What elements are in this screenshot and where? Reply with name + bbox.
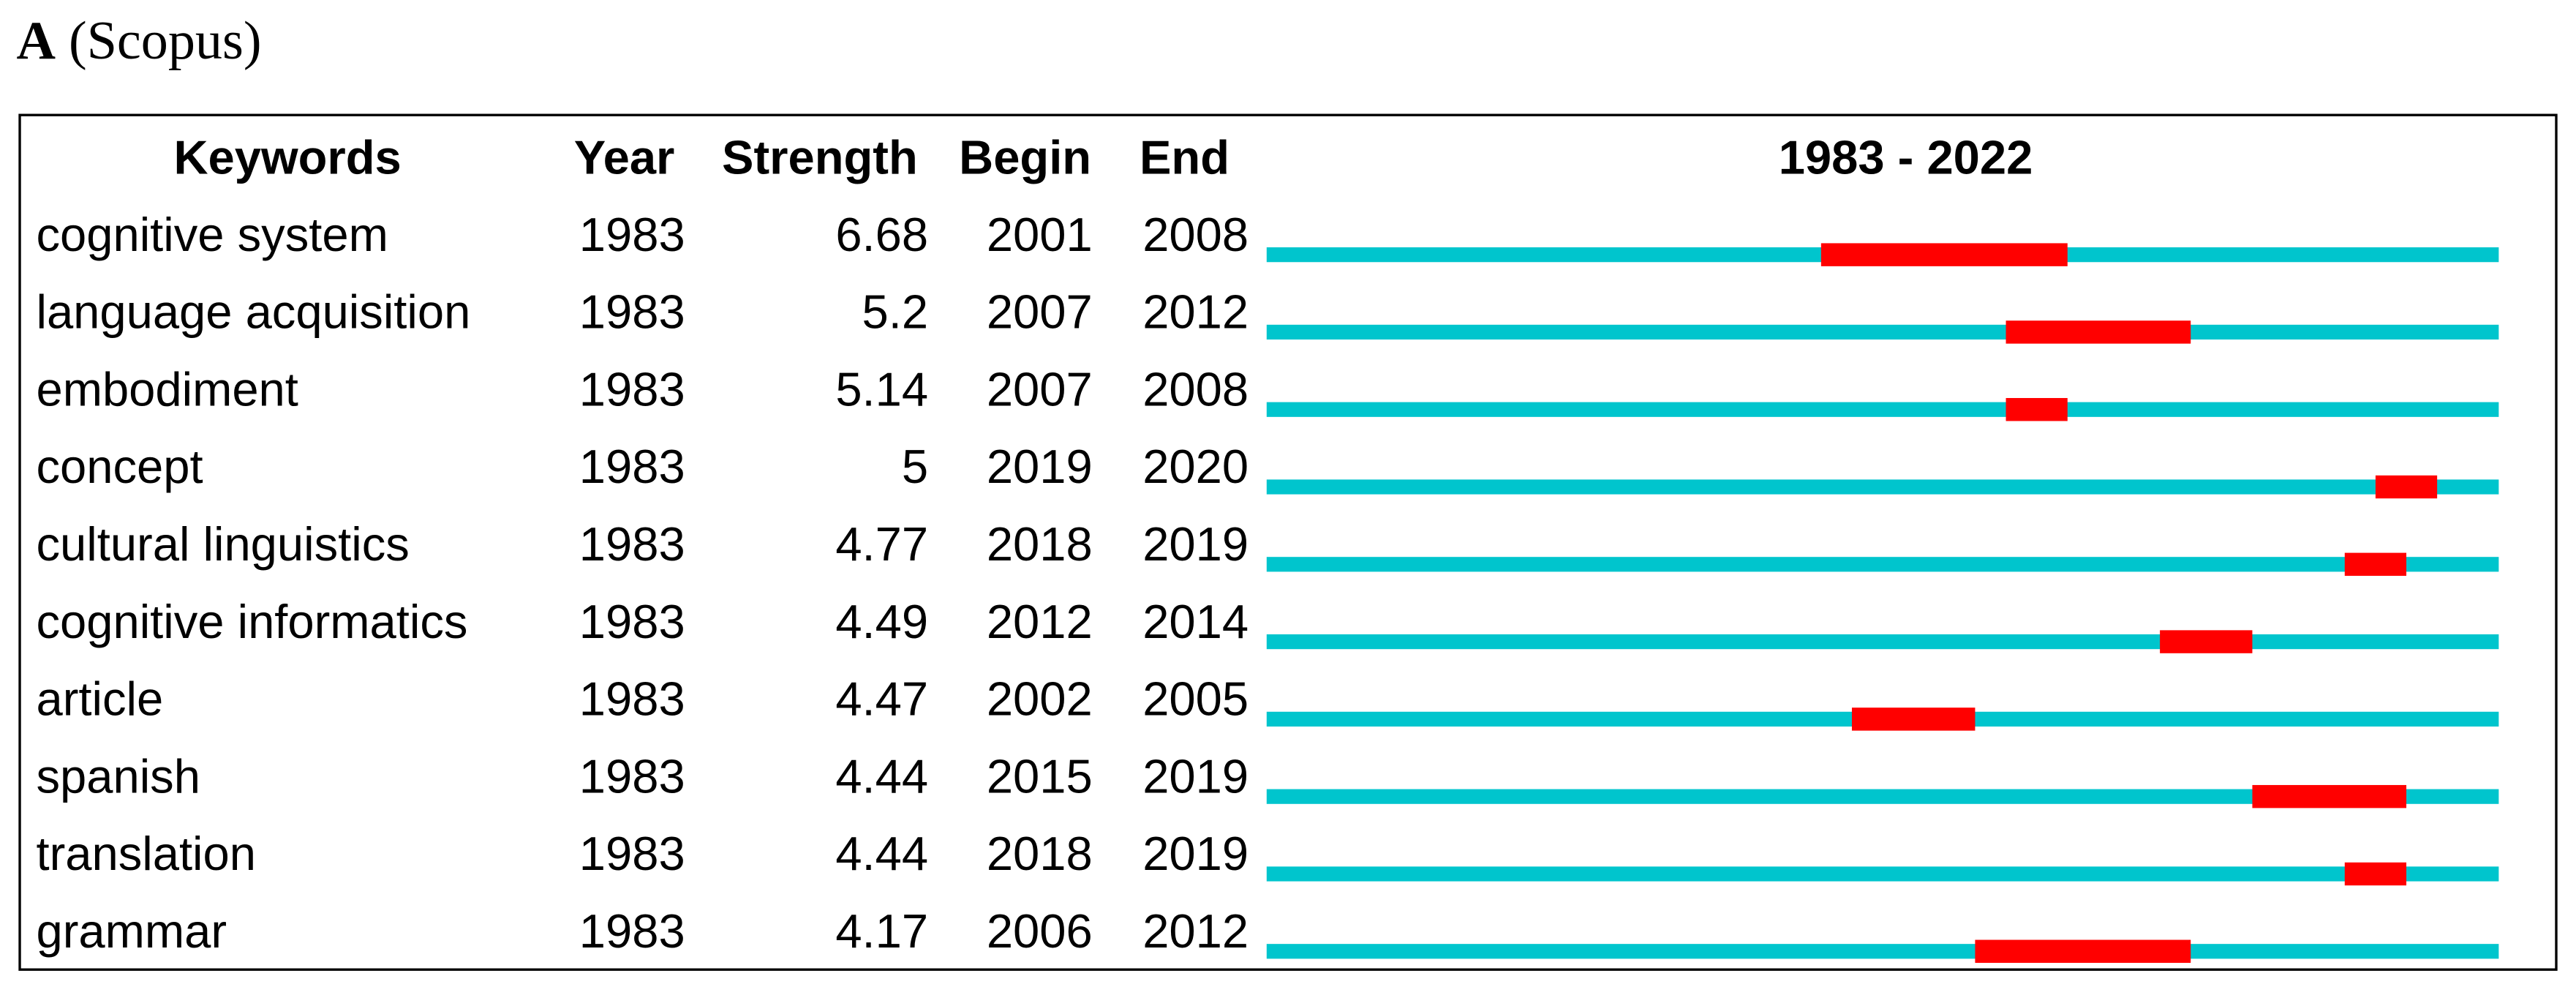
- burst-bar: [2006, 398, 2068, 421]
- column-header: End: [1140, 130, 1229, 184]
- keyword: cognitive system: [36, 208, 388, 261]
- year: 1983: [579, 440, 685, 493]
- strength: 4.44: [835, 827, 928, 880]
- burst-bar: [2160, 630, 2253, 653]
- begin: 2001: [987, 208, 1093, 261]
- table: Keywords Year Strength Begin End 1983 - 2022 c…: [36, 130, 2499, 963]
- source: (Scopus): [69, 11, 261, 71]
- figure-caption: A (Scopus): [17, 11, 262, 71]
- end: 2019: [1142, 517, 1249, 571]
- timeline: [1266, 324, 2499, 340]
- end: 2008: [1142, 208, 1249, 261]
- end: 2014: [1142, 595, 1249, 648]
- strength: 6.68: [835, 208, 928, 261]
- year: 1983: [579, 749, 685, 803]
- end: 2019: [1142, 827, 1249, 880]
- strength: 5: [902, 440, 928, 493]
- timeline: [1266, 634, 2499, 650]
- year: 1983: [579, 595, 685, 648]
- burst-bar: [2375, 475, 2438, 499]
- keyword: embodiment: [36, 362, 298, 416]
- keyword: language acquisition: [36, 285, 470, 339]
- begin: 2007: [987, 362, 1093, 416]
- end: 2012: [1142, 904, 1249, 958]
- timeline: [1266, 944, 2499, 959]
- strength: 5.2: [862, 285, 929, 339]
- table-border: [18, 113, 2558, 971]
- year: 1983: [579, 827, 685, 880]
- strength: 4.44: [835, 749, 928, 803]
- end: 2012: [1142, 285, 1249, 339]
- end: 2005: [1142, 672, 1249, 726]
- begin: 2006: [987, 904, 1093, 958]
- timeline: [1266, 479, 2499, 495]
- column-header: 1983 - 2022: [1779, 130, 2033, 184]
- begin: 2007: [987, 285, 1093, 339]
- column-header: Strength: [722, 130, 918, 184]
- burst-bar: [2252, 784, 2407, 808]
- strength: 4.47: [835, 672, 928, 726]
- timeline: [1266, 557, 2499, 572]
- end: 2020: [1142, 440, 1249, 493]
- keyword: spanish: [36, 749, 200, 803]
- strength: 4.17: [835, 904, 928, 958]
- keyword: cultural linguistics: [36, 517, 409, 571]
- keyword: cognitive informatics: [36, 595, 467, 648]
- year: 1983: [579, 208, 685, 261]
- burst-bar: [1975, 939, 2191, 963]
- year: 1983: [579, 672, 685, 726]
- begin: 2002: [987, 672, 1093, 726]
- timeline: [1266, 866, 2499, 882]
- begin: 2015: [987, 749, 1093, 803]
- year: 1983: [579, 517, 685, 571]
- year: 1983: [579, 904, 685, 958]
- year: 1983: [579, 362, 685, 416]
- keyword: translation: [36, 827, 255, 880]
- keyword: concept: [36, 440, 203, 493]
- timeline: [1266, 789, 2499, 804]
- burst-bar: [2344, 552, 2407, 577]
- keyword: grammar: [36, 904, 227, 958]
- begin: 2012: [987, 595, 1093, 648]
- begin: 2018: [987, 827, 1093, 880]
- begin: 2018: [987, 517, 1093, 571]
- end: 2008: [1142, 362, 1249, 416]
- end: 2019: [1142, 749, 1249, 803]
- column-header: Keywords: [173, 130, 401, 184]
- burst-bar: [2006, 320, 2191, 344]
- year: 1983: [579, 285, 685, 339]
- begin: 2019: [987, 440, 1093, 493]
- column-header: Year: [574, 130, 675, 184]
- column-header: Begin: [959, 130, 1091, 184]
- keyword: article: [36, 672, 163, 726]
- burst-bar: [2344, 862, 2407, 886]
- burst-bar: [1820, 243, 2068, 266]
- timeline: [1266, 402, 2499, 417]
- strength: 4.49: [835, 595, 928, 648]
- burst-bar: [1851, 708, 1976, 731]
- strength: 5.14: [835, 362, 928, 416]
- strength: 4.77: [835, 517, 928, 571]
- panel-label: A: [17, 11, 56, 71]
